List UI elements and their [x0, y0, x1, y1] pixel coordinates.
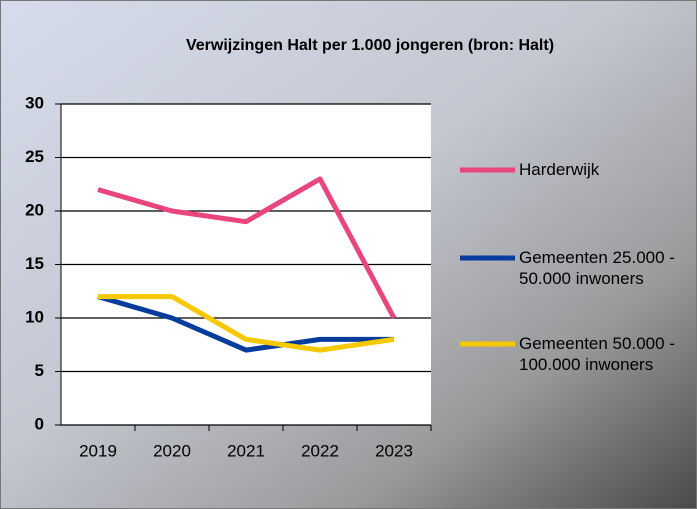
legend-label: Gemeenten 50.000 - 100.000 inwoners: [519, 334, 675, 374]
y-tick-label: 15: [25, 254, 44, 273]
legend-label: Gemeenten 25.000 - 50.000 inwoners: [519, 248, 675, 288]
x-tick-label: 2020: [153, 441, 191, 460]
x-tick-label: 2019: [79, 441, 117, 460]
legend-label: Harderwijk: [519, 160, 600, 179]
series-line: [98, 294, 395, 353]
series-line: [97, 176, 397, 320]
y-tick-label: 20: [25, 200, 44, 219]
x-tick-label: 2021: [227, 441, 265, 460]
x-tick-label: 2022: [301, 441, 339, 460]
series-line: [97, 294, 394, 353]
y-tick-label: 25: [25, 147, 44, 166]
y-tick-label: 0: [35, 414, 44, 433]
y-tick-label: 10: [25, 307, 44, 326]
x-tick-label: 2023: [375, 441, 413, 460]
y-tick-label: 30: [25, 93, 44, 112]
y-tick-label: 5: [35, 361, 44, 380]
chart-title: Verwijzingen Halt per 1.000 jongeren (br…: [186, 37, 554, 54]
